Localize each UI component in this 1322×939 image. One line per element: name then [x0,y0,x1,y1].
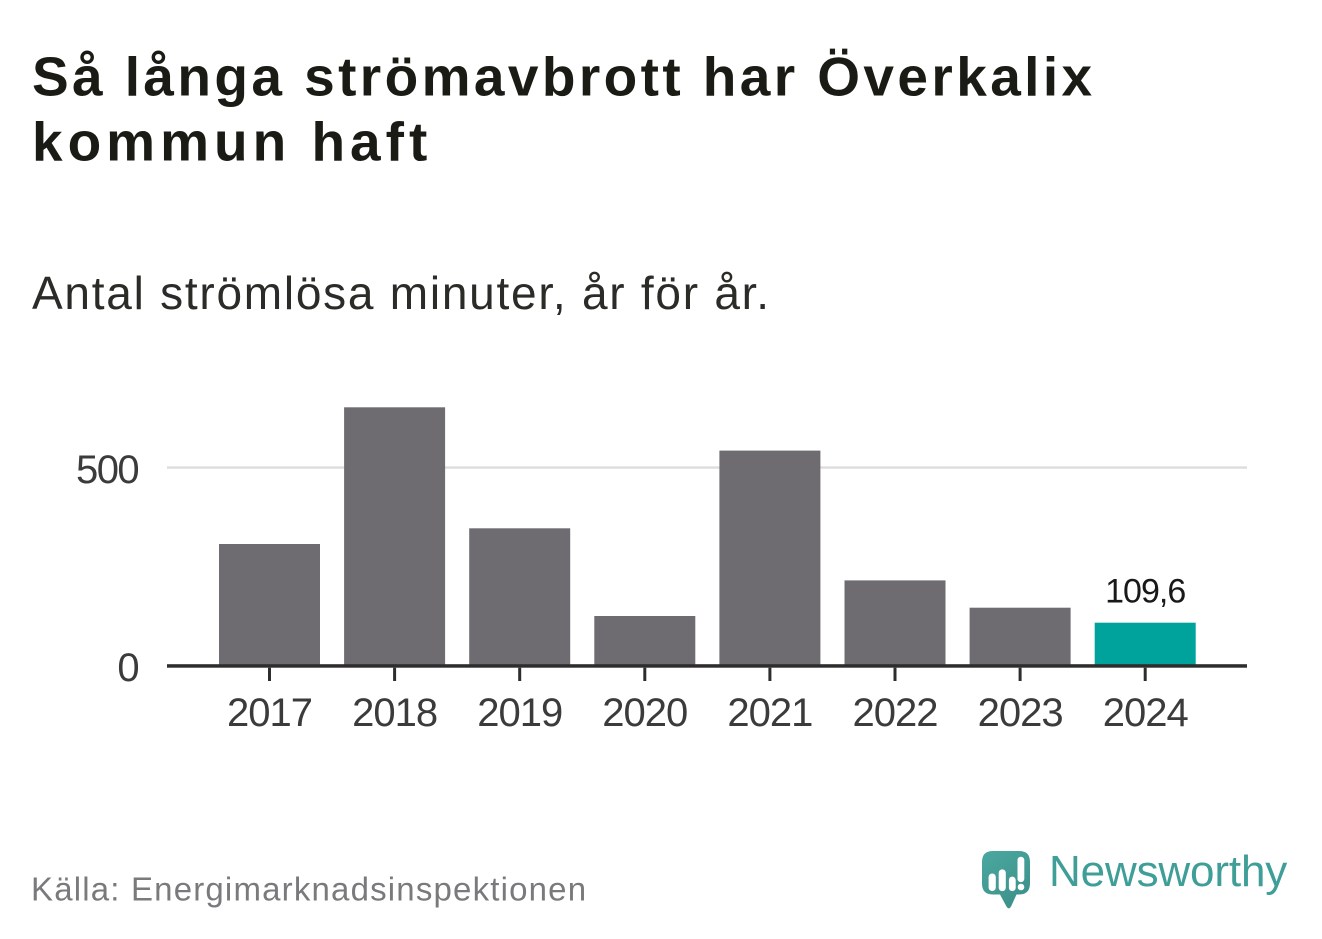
svg-text:2019: 2019 [477,691,562,735]
svg-text:109,6: 109,6 [1105,572,1185,610]
svg-text:2022: 2022 [853,691,938,735]
svg-text:2020: 2020 [602,691,687,735]
svg-text:Så långa strömavbrott har Över: Så långa strömavbrott har Överkalix [32,45,1096,107]
svg-text:2023: 2023 [978,691,1063,735]
svg-text:2018: 2018 [352,691,437,735]
svg-text:Antal strömlösa minuter, år fö: Antal strömlösa minuter, år för år. [32,267,771,319]
svg-text:0: 0 [117,646,138,690]
svg-text:2021: 2021 [727,691,812,735]
svg-text:Källa: Energimarknadsinspektio: Källa: Energimarknadsinspektionen [31,870,587,907]
svg-text:kommun haft: kommun haft [32,110,432,172]
svg-text:2024: 2024 [1103,691,1189,735]
svg-text:2017: 2017 [227,691,312,735]
svg-text:500: 500 [76,448,138,492]
svg-text:Newsworthy: Newsworthy [1049,847,1287,896]
